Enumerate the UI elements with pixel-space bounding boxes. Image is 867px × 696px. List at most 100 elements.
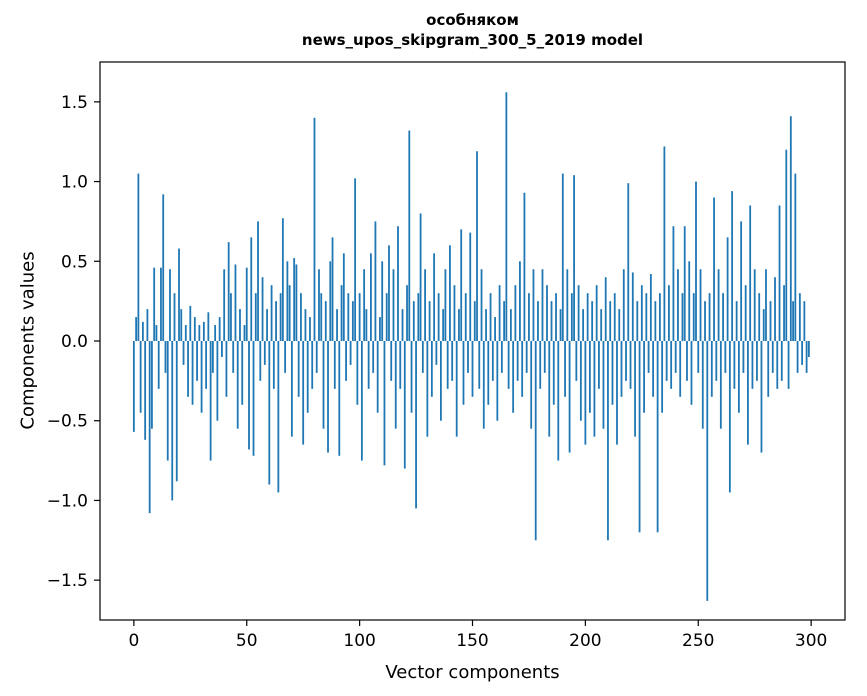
bar [180,309,183,341]
bar [277,341,280,493]
bar [248,341,250,450]
bar [453,285,456,341]
bar [187,341,189,397]
x-tick-label: 200 [569,631,601,651]
x-tick-label: 250 [682,631,714,651]
bar [148,341,151,514]
bar [221,341,223,357]
bar [209,341,212,461]
bar [546,285,548,341]
bar [351,301,354,341]
bar [794,173,797,341]
x-axis-label: Vector components [385,662,560,683]
bar [196,341,198,381]
bar [787,341,790,389]
bar [399,341,402,389]
bar [751,341,754,389]
bar [320,293,323,341]
bar [491,341,494,381]
bar [593,341,596,437]
bar [451,341,454,381]
bar [530,341,533,429]
bar [259,341,262,381]
bar [252,341,255,456]
bar [701,341,704,429]
bar [765,269,767,341]
bar [697,341,700,373]
bar [620,341,623,397]
y-tick-label: 1.5 [61,93,88,113]
bar [211,341,214,373]
bar [218,317,221,341]
bar [340,285,343,341]
bar [602,341,605,429]
bar [374,221,377,341]
bar [485,309,487,341]
bar [243,325,246,341]
bar [686,341,688,381]
bar [469,232,472,341]
bar [363,269,366,341]
bar [223,269,226,341]
chart-title-block: особняком news_upos_skipgram_300_5_2019 … [100,10,845,51]
bar [412,301,415,341]
bar [336,309,338,341]
bar [383,341,386,466]
bar [636,301,639,341]
bar [489,293,492,341]
x-tick-label: 300 [795,631,827,651]
bar [543,341,546,373]
bar [467,341,469,373]
bar [473,301,476,341]
bar [333,341,336,389]
bar [234,264,237,341]
bar [708,293,711,341]
bar [595,285,598,341]
bar [737,341,740,413]
bar [300,293,302,341]
bar [548,341,551,437]
bar [541,269,544,341]
bar [699,269,702,341]
bar [649,274,652,341]
bar [521,341,524,397]
bar [550,301,553,341]
bar [507,341,510,389]
bar [618,309,621,341]
bar [281,218,284,341]
bar [227,242,230,341]
x-tick-label: 0 [128,631,139,651]
bar [157,341,160,389]
bar [327,341,329,453]
bar [388,245,390,341]
x-tick-label: 50 [236,631,258,651]
bar [749,205,752,341]
bar [706,341,709,601]
bar [139,341,142,413]
bar [645,293,648,341]
bar [607,341,609,541]
bar [257,221,259,341]
bar [376,341,379,413]
bar [789,116,792,342]
bar [600,309,603,341]
bar [460,229,463,341]
bar [408,130,411,341]
bar [588,341,591,413]
bar [306,341,309,413]
bar [715,341,718,381]
bar [640,285,643,341]
bar [272,341,275,389]
bar [315,341,318,373]
y-tick-label: 1.0 [61,173,88,193]
bar [733,341,736,389]
bar [570,293,573,341]
bar [480,269,483,341]
bar [643,341,645,413]
bar [385,293,388,341]
bar [200,341,203,413]
bar [579,341,582,421]
bar [494,317,496,341]
bar [762,309,765,341]
